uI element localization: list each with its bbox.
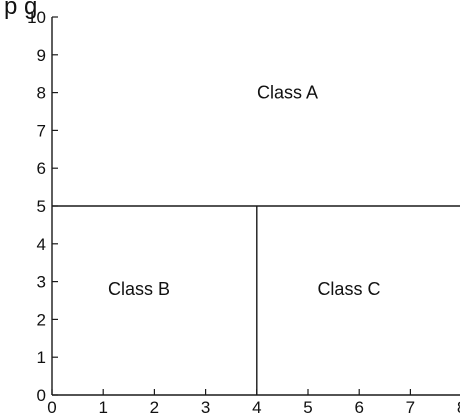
y-tick-label: 7 — [37, 121, 46, 140]
y-tick-label: 4 — [37, 235, 46, 254]
x-tick-label: 5 — [303, 398, 312, 416]
header-fragment: p g — [4, 0, 37, 20]
y-tick-label: 9 — [37, 46, 46, 65]
x-tick-label: 3 — [201, 398, 210, 416]
x-ticks: 0 1 2 3 4 5 6 7 8 — [47, 389, 460, 416]
y-tick-label: 2 — [37, 310, 46, 329]
region-label-class-a: Class A — [257, 83, 318, 103]
y-tick-label: 10 — [27, 8, 46, 27]
x-tick-label: 4 — [252, 398, 261, 416]
x-tick-label: 7 — [406, 398, 415, 416]
y-tick-label: 3 — [37, 273, 46, 292]
region-label-class-c: Class C — [317, 279, 380, 299]
region-labels: Class A Class B Class C — [108, 83, 380, 300]
y-tick-label: 5 — [37, 197, 46, 216]
x-tick-label: 2 — [150, 398, 159, 416]
region-label-class-b: Class B — [108, 279, 170, 299]
y-tick-label: 1 — [37, 348, 46, 367]
x-tick-label: 1 — [98, 398, 107, 416]
y-tick-label: 6 — [37, 159, 46, 178]
x-tick-label: 0 — [47, 398, 56, 416]
y-tick-label: 8 — [37, 84, 46, 103]
y-tick-label: 0 — [37, 386, 46, 405]
x-tick-label: 8 — [457, 398, 460, 416]
x-tick-label: 6 — [354, 398, 363, 416]
y-ticks: 0 1 2 3 4 5 6 7 8 9 10 — [27, 8, 58, 405]
